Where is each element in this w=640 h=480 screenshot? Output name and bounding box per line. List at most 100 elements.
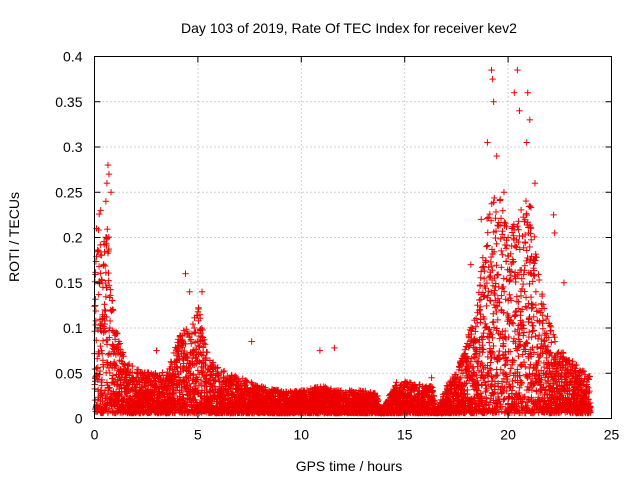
data-point (97, 270, 104, 277)
data-point (477, 274, 484, 282)
data-point (116, 340, 124, 347)
data-point (102, 279, 109, 287)
data-point (174, 352, 181, 359)
data-point (112, 362, 119, 369)
data-point (102, 293, 110, 300)
data-point (96, 210, 103, 218)
data-point (195, 304, 202, 311)
data-point (496, 347, 503, 355)
data-point (501, 327, 509, 335)
data-point (96, 280, 103, 287)
data-point (129, 369, 136, 376)
data-point (125, 362, 132, 369)
data-point (484, 242, 491, 249)
data-point (92, 296, 99, 303)
data-point (496, 335, 503, 342)
data-point (115, 341, 122, 348)
data-point (142, 383, 149, 390)
data-point (106, 384, 113, 391)
data-point (483, 302, 490, 310)
data-point (481, 293, 488, 300)
data-point (100, 329, 107, 336)
data-point (174, 346, 181, 354)
data-point (100, 261, 107, 268)
data-point (105, 233, 113, 241)
data-point (98, 347, 105, 354)
data-point (94, 386, 102, 393)
data-point (114, 330, 121, 337)
data-point (104, 351, 112, 358)
data-point (91, 302, 99, 309)
data-point (488, 262, 495, 270)
data-point (98, 382, 105, 389)
data-point (191, 324, 198, 332)
data-point (109, 372, 117, 379)
data-point (486, 339, 493, 346)
data-point (232, 372, 239, 380)
data-point (103, 241, 110, 249)
data-point (98, 376, 106, 384)
data-point (109, 375, 116, 382)
data-point (490, 301, 498, 309)
data-point (101, 328, 109, 335)
data-point (105, 245, 112, 253)
data-point (497, 196, 504, 203)
data-point (104, 400, 111, 407)
data-point (94, 246, 101, 254)
data-point (120, 353, 127, 360)
data-point (101, 248, 108, 256)
data-point (103, 404, 110, 411)
data-point (472, 315, 480, 322)
data-point (105, 269, 112, 277)
data-point (104, 225, 111, 233)
data-point (103, 341, 111, 348)
data-point (92, 317, 100, 325)
data-point (95, 291, 102, 298)
data-point (487, 253, 495, 261)
data-point (488, 354, 495, 362)
data-point (175, 353, 182, 360)
data-point (106, 334, 113, 341)
data-point (107, 292, 114, 299)
data-point (203, 349, 211, 356)
data-point (500, 396, 507, 404)
data-point (102, 307, 109, 315)
data-point (104, 391, 112, 398)
data-point (107, 350, 115, 358)
data-point (129, 362, 136, 370)
data-point (100, 363, 107, 371)
data-point (492, 234, 499, 242)
data-point (107, 286, 114, 293)
data-point (111, 336, 119, 343)
data-point (109, 297, 116, 304)
data-point (482, 257, 490, 264)
data-point (99, 337, 107, 344)
data-point (100, 389, 108, 397)
data-point (98, 350, 106, 357)
data-point (101, 301, 108, 308)
data-point (487, 297, 494, 305)
data-point (108, 307, 115, 315)
data-point (492, 208, 500, 216)
data-point (109, 307, 117, 314)
data-point (105, 282, 113, 289)
data-point (487, 359, 494, 366)
data-point (486, 210, 493, 218)
data-point (500, 283, 507, 291)
data-point (93, 355, 101, 362)
data-point (500, 275, 507, 282)
data-point (494, 271, 502, 278)
data-point (117, 346, 124, 353)
data-point (94, 364, 101, 371)
data-point (113, 362, 120, 370)
data-point (103, 313, 110, 321)
data-point (106, 317, 114, 325)
data-point (189, 320, 197, 328)
data-point (95, 263, 103, 270)
data-point (101, 306, 108, 314)
data-point (103, 235, 111, 242)
data-point (482, 320, 489, 328)
data-point (499, 251, 506, 258)
data-point (91, 396, 99, 404)
data-point (104, 359, 111, 366)
